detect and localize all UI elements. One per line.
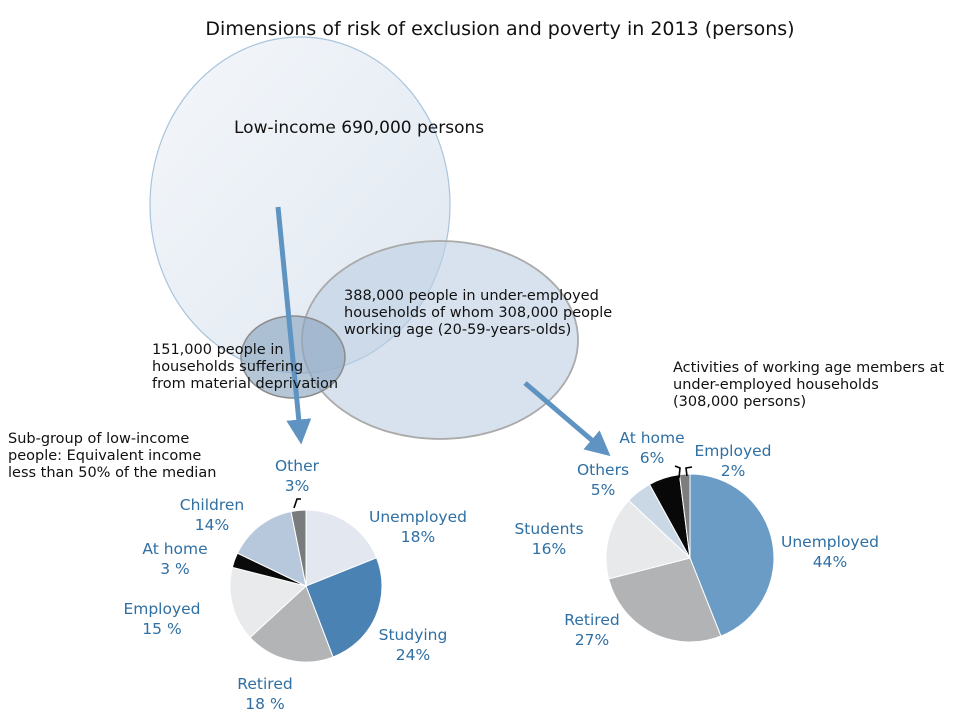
left-caption-line-3: less than 50% of the median	[8, 465, 217, 481]
right-label-unemployed-name: Unemployed	[781, 533, 879, 551]
leader-lines	[293, 465, 693, 509]
left-slice-children	[236, 510, 307, 587]
under-employed-line-3: working age (20-59-years-olds)	[344, 322, 572, 338]
leader-employed-right	[685, 466, 693, 477]
right-label-retired: Retired 27%	[552, 610, 632, 650]
right-slice-students	[605, 499, 692, 580]
right-pie-caption: Activities of working age members at und…	[673, 360, 944, 411]
arrow-right	[523, 381, 611, 457]
left-label-at-home: At home 3 %	[130, 539, 220, 579]
material-deprivation-line-2: households suffering	[152, 359, 304, 375]
left-label-other-name: Other	[274, 457, 319, 475]
leader-at-home-right	[674, 465, 681, 479]
right-label-others: Others 5%	[568, 460, 638, 500]
left-label-children: Children 14%	[170, 495, 254, 535]
right-label-students-name: Students	[514, 520, 584, 538]
arrow-left	[275, 206, 312, 445]
right-label-unemployed: Unemployed 44%	[770, 532, 890, 572]
right-label-retired-name: Retired	[564, 611, 620, 629]
right-label-students-value: 16%	[531, 540, 567, 558]
under-employed-line-1: 388,000 people in under-employed	[344, 288, 599, 304]
right-label-at-home-name: At home	[619, 429, 685, 447]
material-deprivation-label: 151,000 people in households suffering f…	[152, 342, 338, 393]
right-label-employed: Employed 2%	[688, 441, 778, 481]
left-slice-employed	[229, 566, 308, 639]
low-income-label: Low-income 690,000 persons	[234, 118, 485, 138]
leader-other-left	[293, 498, 301, 509]
left-label-children-name: Children	[179, 496, 245, 514]
left-label-studying-value: 24%	[395, 646, 431, 664]
left-label-retired-name: Retired	[237, 675, 293, 693]
right-label-others-value: 5%	[590, 481, 616, 499]
under-employed-line-2: households of whom 308,000 people	[344, 305, 613, 321]
left-label-employed-value: 15 %	[142, 620, 182, 638]
left-label-employed: Employed 15 %	[110, 599, 214, 639]
material-deprivation-line-3: from material deprivation	[152, 376, 339, 392]
right-label-students: Students 16%	[509, 519, 589, 559]
left-caption-line-2: people: Equivalent income	[8, 448, 202, 464]
right-slice-unemployed	[689, 473, 775, 637]
left-label-at-home-value: 3 %	[160, 560, 190, 578]
left-slice-unemployed	[305, 509, 378, 587]
right-slice-retired	[608, 557, 722, 643]
left-label-retired: Retired 18 %	[225, 674, 305, 714]
left-label-unemployed: Unemployed 18%	[358, 507, 478, 547]
right-label-employed-value: 2%	[720, 462, 746, 480]
left-slice-other	[290, 509, 307, 587]
right-label-employed-name: Employed	[694, 442, 772, 460]
right-label-at-home-value: 6%	[639, 449, 665, 467]
left-label-unemployed-name: Unemployed	[369, 508, 467, 526]
under-employed-label: 388,000 people in under-employed househo…	[344, 288, 612, 339]
chart-title: Dimensions of risk of exclusion and pove…	[205, 18, 795, 40]
left-label-unemployed-value: 18%	[400, 528, 436, 546]
left-label-studying-name: Studying	[378, 626, 448, 644]
right-label-others-name: Others	[576, 461, 630, 479]
left-slice-retired	[249, 585, 334, 663]
left-label-employed-name: Employed	[123, 600, 201, 618]
left-label-other-value: 3%	[284, 477, 310, 495]
under-employed-circle	[301, 240, 579, 440]
right-caption-line-2: under-employed households	[673, 377, 879, 393]
left-caption-line-1: Sub-group of low-income	[8, 431, 190, 447]
left-label-children-value: 14%	[194, 516, 230, 534]
right-label-retired-value: 27%	[574, 631, 610, 649]
left-pie-caption: Sub-group of low-income people: Equivale…	[8, 431, 216, 482]
material-deprivation-line-1: 151,000 people in	[152, 342, 284, 358]
left-label-at-home-name: At home	[142, 540, 208, 558]
left-label-other: Other 3%	[262, 456, 332, 496]
right-label-at-home: At home 6%	[612, 428, 692, 468]
right-caption-line-1: Activities of working age members at	[673, 360, 945, 376]
left-slice-studying	[305, 557, 383, 658]
right-label-unemployed-value: 44%	[812, 553, 848, 571]
pie-left	[229, 509, 383, 663]
left-label-retired-value: 18 %	[245, 695, 285, 713]
left-label-studying: Studying 24%	[368, 625, 458, 665]
right-caption-line-3: (308,000 persons)	[673, 394, 807, 410]
